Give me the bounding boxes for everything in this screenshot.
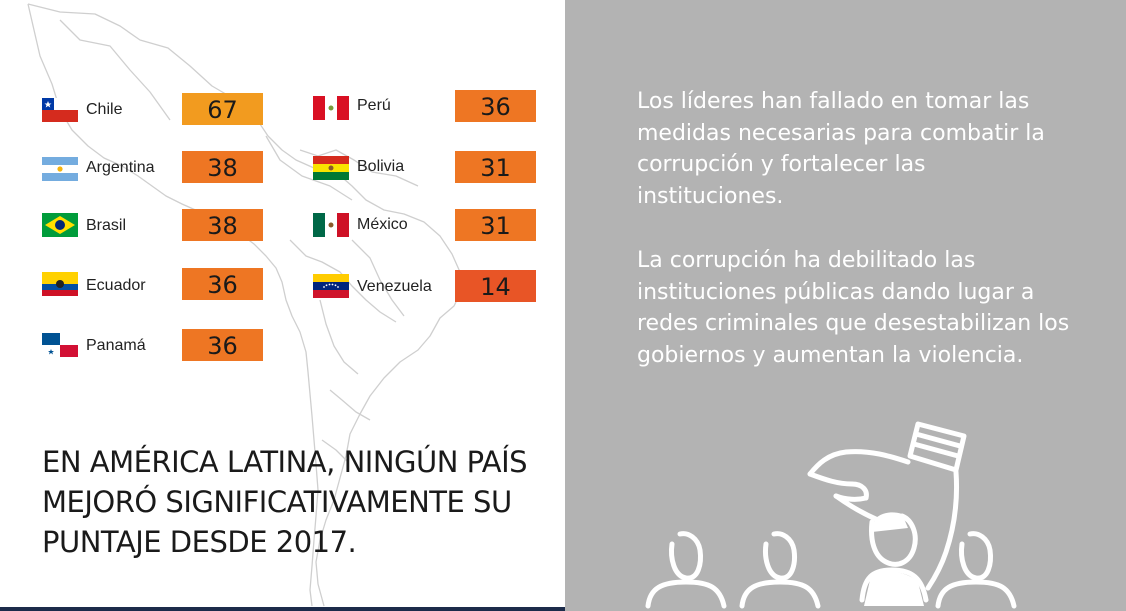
country-name: Ecuador (86, 277, 146, 294)
score-box: 14 (455, 270, 536, 302)
score-box: 67 (182, 93, 263, 125)
peru-flag-icon (313, 96, 349, 120)
bolivia-flag-icon (313, 156, 349, 180)
score-box: 36 (182, 329, 263, 361)
score-box: 31 (455, 151, 536, 183)
brazil-flag-icon (42, 213, 78, 237)
mexico-flag-icon (313, 213, 349, 237)
ecuador-flag-icon (42, 272, 78, 296)
people-icon (872, 512, 908, 532)
hand-ballot-icon (645, 421, 1017, 609)
message-panel (565, 0, 1126, 611)
score-box: 36 (182, 268, 263, 300)
country-name: Perú (357, 97, 391, 114)
argentina-flag-icon (42, 157, 78, 181)
score-box: 31 (455, 209, 536, 241)
country-name: Venezuela (357, 278, 432, 295)
venezuela-flag-icon (313, 274, 349, 298)
country-name: Argentina (86, 159, 155, 176)
score-box: 38 (182, 151, 263, 183)
bottom-rule (0, 607, 565, 611)
paragraph-leaders: Los líderes han fallado en tomar las med… (637, 89, 1045, 209)
country-name: México (357, 216, 408, 233)
score-box: 38 (182, 209, 263, 241)
country-name: Brasil (86, 217, 127, 234)
panama-flag-icon (42, 333, 78, 357)
chile-flag-icon (42, 98, 78, 122)
country-name: Panamá (86, 337, 146, 354)
scores-panel: Chile 67 Argentina 38 Brasil 38 Ecuador … (0, 3, 565, 611)
country-name: Bolivia (357, 158, 405, 175)
headline: EN AMÉRICA LATINA, NINGÚN PAÍS MEJORÓ SI… (42, 445, 528, 559)
score-box: 36 (455, 90, 536, 122)
country-name: Chile (86, 101, 123, 118)
paragraph-corruption: La corrupción ha debilitado las instituc… (637, 248, 1070, 368)
